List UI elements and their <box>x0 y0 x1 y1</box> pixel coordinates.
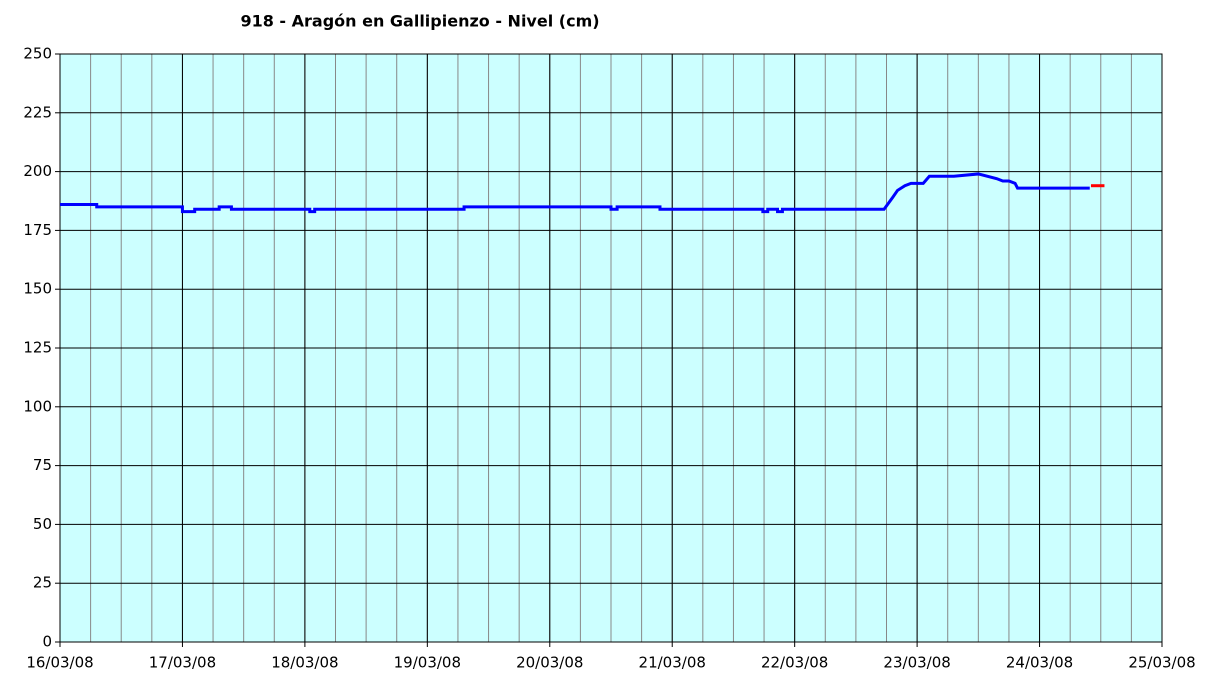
x-tick-label: 25/03/08 <box>1128 654 1195 672</box>
x-tick-label: 23/03/08 <box>883 654 950 672</box>
plot-border <box>59 53 1163 643</box>
chart-title: 918 - Aragón en Gallipienzo - Nivel (cm) <box>240 12 599 31</box>
x-tick-label: 17/03/08 <box>149 654 216 672</box>
x-tick-label: 22/03/08 <box>761 654 828 672</box>
y-tick-label: 125 <box>23 339 52 357</box>
series-line <box>60 172 1090 214</box>
x-tick-label: 18/03/08 <box>271 654 338 672</box>
y-tick-label: 75 <box>33 456 52 474</box>
x-tick-label: 21/03/08 <box>639 654 706 672</box>
y-tick-label: 25 <box>33 574 52 592</box>
y-tick-label: 200 <box>23 162 52 180</box>
x-tick-label: 19/03/08 <box>394 654 461 672</box>
y-tick-label: 100 <box>23 397 52 415</box>
y-tick-label: 250 <box>23 45 52 63</box>
y-tick-label: 150 <box>23 280 52 298</box>
y-tick-label: 225 <box>23 103 52 121</box>
y-tick-label: 0 <box>42 633 52 651</box>
y-tick-label: 175 <box>23 221 52 239</box>
x-tick-label: 24/03/08 <box>1006 654 1073 672</box>
x-tick-label: 20/03/08 <box>516 654 583 672</box>
y-tick-label: 50 <box>33 515 52 533</box>
x-tick-label: 16/03/08 <box>26 654 93 672</box>
